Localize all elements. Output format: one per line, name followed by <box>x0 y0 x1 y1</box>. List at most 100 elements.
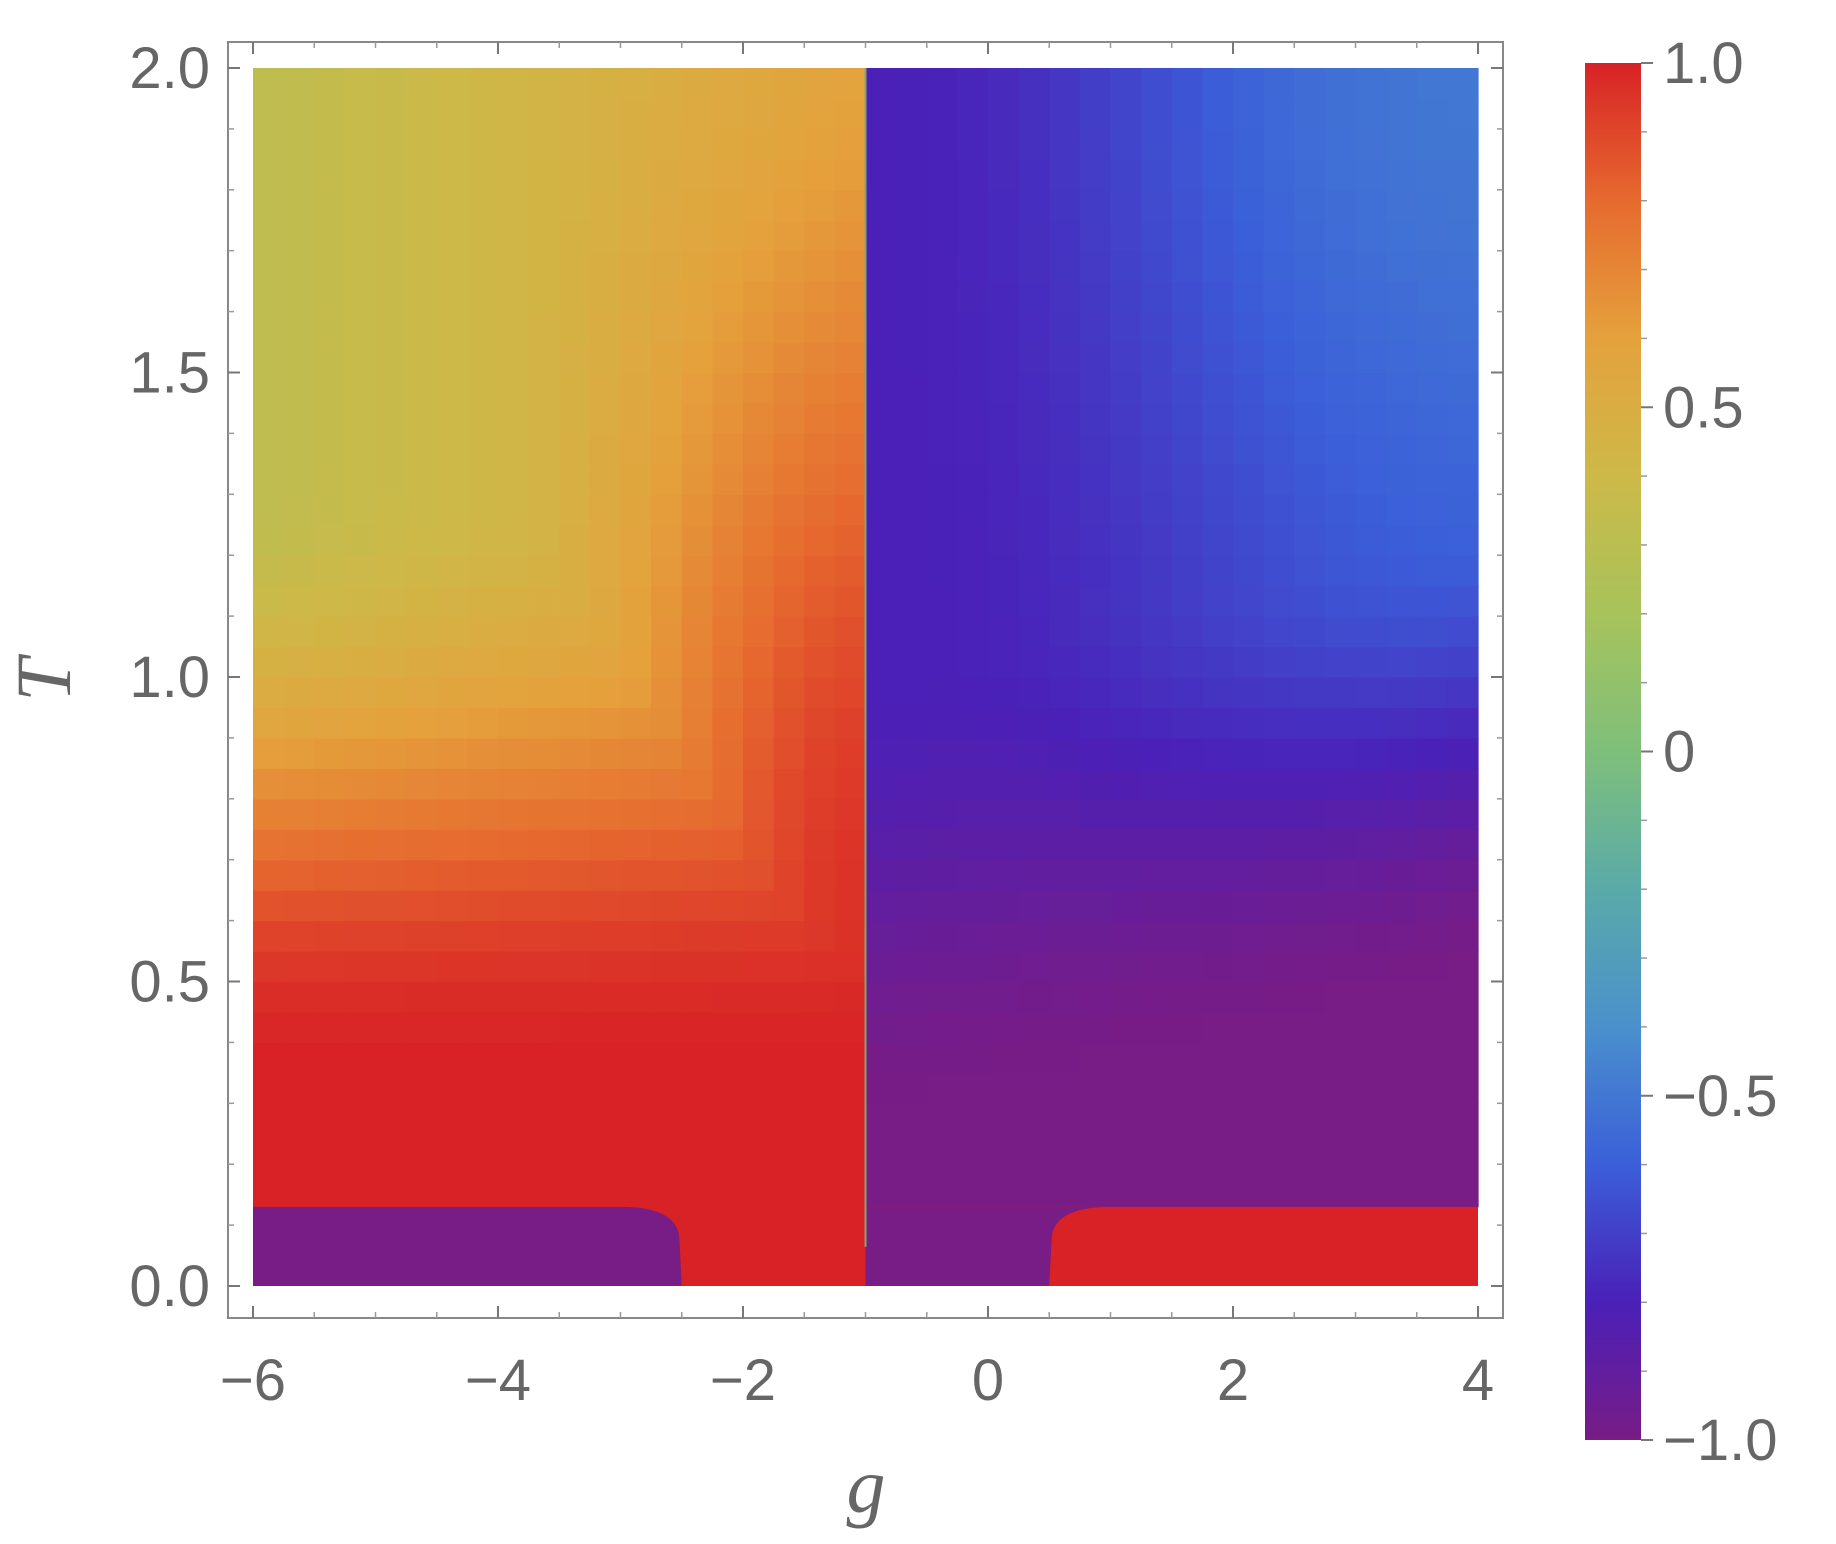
heatmap-cell <box>1355 342 1387 374</box>
heatmap-cell <box>314 524 346 556</box>
heatmap-cell <box>1294 1042 1326 1074</box>
heatmap-cell <box>773 1194 805 1208</box>
heatmap-cell <box>498 555 530 587</box>
heatmap-cell <box>957 1164 989 1196</box>
heatmap-cell <box>1447 281 1479 313</box>
heatmap-cell <box>1355 372 1387 404</box>
heatmap-cell <box>1233 829 1265 861</box>
heatmap-cell <box>743 1194 775 1208</box>
heatmap-cell <box>988 585 1020 617</box>
heatmap-cell <box>1263 1072 1295 1104</box>
heatmap-cell <box>1018 677 1050 709</box>
heatmap-cell <box>865 829 897 861</box>
heatmap-cell <box>344 829 377 861</box>
heatmap-cell <box>314 677 346 709</box>
heatmap-cell <box>712 1042 744 1074</box>
heatmap-cell <box>743 128 775 160</box>
heatmap-cell <box>1416 433 1448 465</box>
heatmap-cell <box>1202 829 1234 861</box>
heatmap-cell <box>1233 524 1265 556</box>
heatmap-cell <box>528 98 560 130</box>
heatmap-cell <box>773 920 805 952</box>
heatmap-cell <box>559 951 591 983</box>
heatmap-cell <box>681 98 713 130</box>
heatmap-cell <box>406 372 438 404</box>
heatmap-cell <box>436 463 468 495</box>
heatmap-cell <box>1171 433 1203 465</box>
heatmap-cell <box>773 1042 805 1074</box>
heatmap-cell <box>865 342 897 374</box>
heatmap-cell <box>283 524 315 556</box>
heatmap-cell <box>1171 372 1203 404</box>
heatmap-cell <box>804 768 836 800</box>
heatmap-cell <box>896 585 928 617</box>
heatmap-cell <box>1386 890 1418 922</box>
heatmap-cell <box>743 342 775 374</box>
heatmap-cell <box>804 342 836 374</box>
heatmap-cell <box>651 1011 683 1043</box>
heatmap-cell <box>559 402 591 434</box>
heatmap-cell <box>988 890 1020 922</box>
heatmap-cell <box>1386 98 1418 130</box>
heatmap-cell <box>865 372 897 404</box>
heatmap-cell <box>1263 68 1295 100</box>
heatmap-cell <box>1141 859 1173 891</box>
heatmap-cell <box>712 494 744 526</box>
heatmap-cell <box>1263 311 1295 343</box>
heatmap-cell <box>1447 646 1479 678</box>
heatmap-cell <box>1447 616 1479 648</box>
heatmap-cell <box>1079 951 1112 983</box>
heatmap-cell <box>1386 951 1418 983</box>
heatmap-cell <box>1171 707 1203 739</box>
heatmap-cell <box>589 1011 622 1043</box>
heatmap-cell <box>1079 1072 1112 1104</box>
heatmap-cell <box>1416 768 1448 800</box>
heatmap-cell <box>406 981 438 1013</box>
heatmap-cell <box>1233 646 1265 678</box>
heatmap-cell <box>1233 798 1265 830</box>
heatmap-cell <box>559 220 591 252</box>
heatmap-cell <box>926 1011 958 1043</box>
heatmap-cell <box>1294 890 1326 922</box>
heatmap-cell <box>743 737 775 769</box>
heatmap-cell <box>865 402 897 434</box>
heatmap-cell <box>957 555 989 587</box>
heatmap-cell <box>1171 1103 1203 1135</box>
heatmap-cell <box>253 463 285 495</box>
heatmap-cell <box>1049 98 1081 130</box>
heatmap-cell <box>620 859 652 891</box>
heatmap-cell <box>773 433 805 465</box>
heatmap-cell <box>1079 524 1112 556</box>
heatmap-cell <box>681 159 713 191</box>
heatmap-cell <box>314 1011 346 1043</box>
heatmap-cell <box>988 1072 1020 1104</box>
heatmap-cell <box>1447 981 1479 1013</box>
heatmap-cell <box>1233 555 1265 587</box>
heatmap-cell <box>344 920 377 952</box>
heatmap-cell <box>1416 372 1448 404</box>
heatmap-cell <box>375 159 407 191</box>
heatmap-cell <box>314 981 346 1013</box>
heatmap-cell <box>1263 1103 1295 1135</box>
heatmap-cell <box>1018 890 1050 922</box>
heatmap-cell <box>1294 372 1326 404</box>
heatmap-cell <box>1233 494 1265 526</box>
heatmap-cell <box>589 524 622 556</box>
heatmap-cell <box>1141 1164 1173 1196</box>
heatmap-cell <box>834 890 867 922</box>
heatmap-cell <box>1049 646 1081 678</box>
heatmap-cell <box>620 311 652 343</box>
heatmap-cell <box>1049 402 1081 434</box>
heatmap-cell <box>1233 585 1265 617</box>
heatmap-cell <box>988 555 1020 587</box>
heatmap-cell <box>528 1194 560 1208</box>
heatmap-cell <box>406 68 438 100</box>
heatmap-cell <box>436 890 468 922</box>
heatmap-cell <box>283 1103 315 1135</box>
heatmap-cell <box>712 920 744 952</box>
heatmap-cell <box>988 128 1020 160</box>
heatmap-cell <box>1263 616 1295 648</box>
heatmap-cell <box>283 342 315 374</box>
heatmap-cell <box>865 128 897 160</box>
heatmap-cell <box>743 1103 775 1135</box>
